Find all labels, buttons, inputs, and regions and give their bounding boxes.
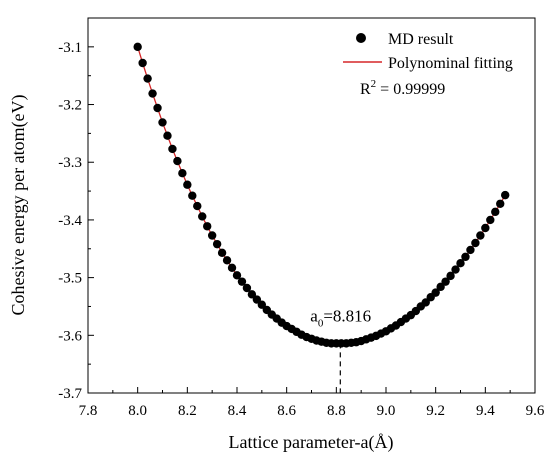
data-point	[227, 263, 237, 273]
x-axis-ticks: 7.8 8.0 8.2 8.4 8.6 8.8 9.0 9.2 9.4 9.6	[79, 387, 545, 419]
data-point	[491, 207, 500, 217]
data-point	[446, 271, 455, 281]
data-point	[496, 199, 505, 208]
data-point	[436, 282, 445, 292]
minimum-label-subscript: 0	[318, 317, 324, 329]
x-tick-label: 8.2	[178, 403, 197, 419]
minimum-label-prefix: a	[310, 306, 318, 325]
data-point	[153, 103, 162, 113]
data-point	[481, 223, 490, 233]
x-tick-label: 8.8	[327, 403, 346, 419]
legend-label-md-result: MD result	[388, 31, 454, 48]
data-point	[471, 238, 480, 248]
legend: MD result Polynominal fitting R2 = 0.999…	[343, 31, 513, 98]
x-tick-label: 9.0	[377, 403, 396, 419]
x-tick-label: 7.8	[79, 403, 98, 419]
data-point	[203, 222, 212, 231]
y-tick-label: -3.3	[58, 155, 82, 171]
data-point	[451, 265, 460, 274]
data-point	[421, 298, 430, 307]
data-point	[476, 231, 485, 240]
y-axis-ticks: -3.7 -3.6 -3.5 -3.4 -3.3 -3.2 -3.1	[58, 40, 94, 402]
data-point	[198, 212, 207, 221]
data-point	[163, 131, 172, 140]
data-point	[173, 156, 182, 166]
data-point	[148, 89, 157, 98]
y-tick-label: -3.4	[58, 213, 82, 229]
y-tick-label: -3.6	[58, 328, 82, 344]
x-tick-label: 8.4	[228, 403, 247, 419]
y-tick-label: -3.5	[58, 271, 82, 287]
r-squared-label: R2 = 0.99999	[360, 78, 445, 98]
y-tick-label: -3.2	[58, 98, 82, 114]
data-point	[501, 190, 510, 200]
data-point	[242, 283, 252, 293]
data-point	[188, 191, 197, 200]
data-point	[143, 74, 152, 83]
data-point	[138, 58, 147, 68]
data-point	[178, 168, 187, 178]
data-point	[212, 239, 222, 249]
data-point	[168, 144, 177, 154]
data-point	[232, 271, 242, 280]
data-point	[207, 231, 217, 240]
x-tick-label: 8.0	[128, 403, 147, 419]
x-tick-label: 8.6	[277, 403, 296, 419]
data-point	[247, 290, 257, 299]
y-tick-label: -3.7	[58, 386, 82, 402]
data-point	[133, 42, 142, 52]
y-axis-label: Cohesive energy per atom(eV)	[8, 94, 29, 315]
data-point	[257, 300, 267, 309]
data-point	[237, 277, 247, 286]
data-point	[222, 256, 232, 265]
legend-label-polynomial-fitting: Polynominal fitting	[388, 55, 513, 72]
data-point	[158, 118, 167, 127]
y-tick-label: -3.1	[58, 40, 82, 56]
x-tick-label: 9.6	[526, 403, 545, 419]
minimum-label: a0=8.816	[310, 306, 371, 329]
data-point	[461, 252, 470, 262]
x-axis-label: Lattice parameter-a(Å)	[228, 432, 393, 453]
data-point	[456, 258, 465, 268]
data-point	[217, 248, 227, 258]
x-tick-label: 9.4	[476, 403, 495, 419]
data-point	[486, 215, 495, 225]
data-point	[466, 245, 475, 255]
minimum-annotation: a0=8.816	[310, 306, 371, 393]
data-point	[252, 295, 262, 304]
data-point	[441, 277, 450, 286]
minimum-label-value: =8.816	[323, 306, 371, 325]
legend-marker-md-result	[356, 33, 366, 43]
data-point	[183, 180, 192, 189]
data-points	[133, 42, 510, 348]
data-point	[193, 201, 202, 211]
x-tick-label: 9.2	[426, 403, 445, 419]
data-point	[431, 288, 440, 297]
